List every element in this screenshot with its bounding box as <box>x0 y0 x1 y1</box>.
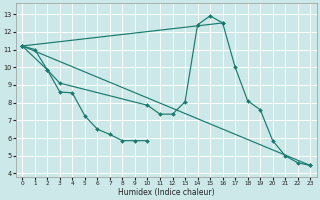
X-axis label: Humidex (Indice chaleur): Humidex (Indice chaleur) <box>118 188 215 197</box>
